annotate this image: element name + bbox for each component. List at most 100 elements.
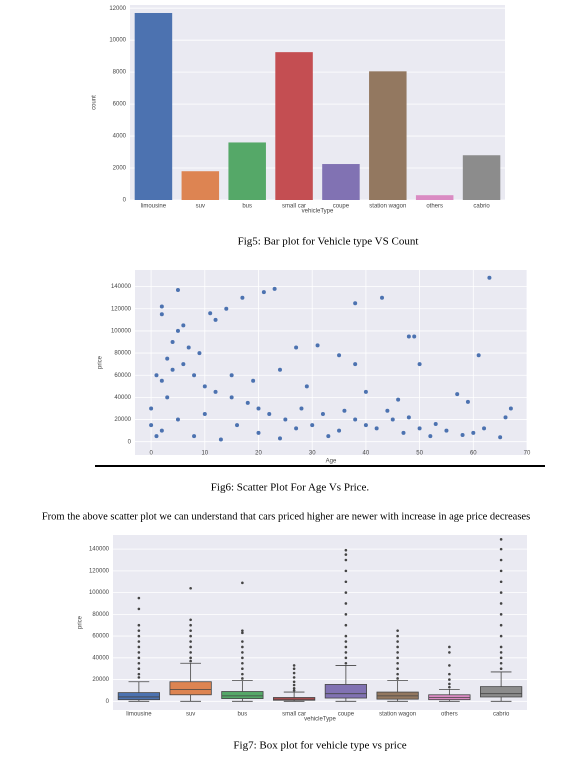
outlier bbox=[448, 651, 451, 654]
y-tick-label: 120000 bbox=[111, 306, 132, 312]
outlier bbox=[292, 683, 296, 687]
outlier bbox=[396, 640, 399, 643]
point bbox=[170, 367, 175, 372]
outlier bbox=[499, 634, 503, 638]
x-tick-label: coupe bbox=[338, 712, 355, 718]
y-axis-label: count bbox=[92, 95, 98, 110]
outlier bbox=[137, 634, 141, 638]
point bbox=[385, 408, 390, 413]
point bbox=[208, 311, 213, 316]
point bbox=[460, 433, 465, 438]
point bbox=[229, 395, 234, 400]
y-tick-label: 40000 bbox=[92, 655, 109, 661]
outlier bbox=[189, 640, 192, 643]
y-tick-label: 2000 bbox=[113, 166, 127, 172]
x-tick-label: suv bbox=[196, 204, 205, 210]
outlier bbox=[344, 613, 348, 616]
point bbox=[465, 399, 470, 404]
outlier bbox=[396, 672, 399, 676]
outlier bbox=[292, 689, 296, 692]
point bbox=[186, 345, 191, 350]
x-tick-label: bus bbox=[242, 204, 252, 210]
outlier bbox=[344, 569, 348, 573]
outlier bbox=[137, 656, 141, 660]
point bbox=[229, 373, 234, 378]
outlier bbox=[189, 659, 192, 663]
outlier bbox=[448, 685, 451, 689]
point bbox=[363, 423, 368, 428]
point bbox=[374, 426, 379, 431]
outlier bbox=[396, 645, 399, 649]
outlier bbox=[292, 680, 296, 684]
x-tick-label: small car bbox=[282, 204, 306, 210]
y-tick-label: 100000 bbox=[89, 590, 110, 596]
y-tick-label: 8000 bbox=[113, 70, 127, 76]
point bbox=[283, 417, 288, 422]
outlier bbox=[189, 623, 192, 627]
outlier bbox=[499, 558, 503, 562]
point bbox=[294, 345, 299, 350]
x-axis-label: Age bbox=[326, 459, 337, 465]
outlier bbox=[499, 667, 503, 670]
point bbox=[406, 334, 411, 339]
outlier bbox=[292, 671, 296, 675]
outlier bbox=[189, 634, 192, 638]
y-tick-label: 140000 bbox=[89, 547, 110, 553]
outlier bbox=[137, 676, 141, 679]
y-tick-label: 100000 bbox=[111, 329, 132, 335]
y-tick-label: 140000 bbox=[111, 284, 132, 290]
point bbox=[444, 428, 449, 433]
outlier bbox=[396, 677, 399, 680]
y-tick-label: 60000 bbox=[114, 373, 131, 379]
point bbox=[428, 434, 433, 439]
outlier bbox=[499, 569, 503, 573]
point bbox=[401, 430, 406, 435]
outlier bbox=[241, 581, 244, 585]
point bbox=[277, 436, 282, 441]
x-tick-label: station wagon bbox=[369, 204, 406, 210]
plot-area bbox=[130, 5, 505, 200]
outlier bbox=[292, 667, 296, 670]
x-tick-label: 40 bbox=[363, 451, 370, 457]
point bbox=[299, 406, 304, 411]
outlier bbox=[448, 678, 451, 681]
caption: Fig5: Bar plot for Vehicle type VS Count bbox=[238, 236, 419, 248]
point bbox=[455, 392, 460, 397]
point bbox=[417, 362, 422, 367]
paragraph: From the above scatter plot we can under… bbox=[42, 511, 530, 522]
point bbox=[406, 415, 411, 420]
outlier bbox=[189, 618, 192, 622]
caption: Fig7: Box plot for vehicle type vs price bbox=[233, 740, 406, 752]
outlier bbox=[344, 553, 348, 556]
x-tick-label: cabrio bbox=[493, 712, 510, 718]
y-tick-label: 20000 bbox=[114, 417, 131, 423]
outlier bbox=[137, 651, 141, 654]
y-tick-label: 120000 bbox=[89, 568, 110, 574]
y-tick-label: 12000 bbox=[109, 6, 126, 12]
y-tick-label: 10000 bbox=[109, 38, 126, 44]
outlier bbox=[241, 667, 244, 670]
outlier bbox=[448, 645, 451, 649]
point bbox=[175, 287, 180, 292]
point bbox=[256, 406, 261, 411]
outlier bbox=[189, 629, 192, 632]
point bbox=[342, 408, 347, 413]
outlier bbox=[137, 645, 141, 649]
plot-area bbox=[113, 535, 527, 710]
outlier bbox=[241, 629, 244, 632]
point bbox=[159, 304, 164, 309]
box bbox=[480, 686, 523, 698]
x-tick-label: coupe bbox=[333, 204, 350, 210]
x-tick-label: limousine bbox=[126, 712, 152, 718]
bar bbox=[415, 195, 454, 200]
point bbox=[202, 412, 207, 417]
outlier bbox=[344, 656, 348, 660]
outlier bbox=[344, 634, 348, 638]
outlier bbox=[137, 607, 141, 611]
point bbox=[159, 378, 164, 383]
box bbox=[221, 691, 264, 699]
outlier bbox=[499, 613, 503, 616]
outlier bbox=[189, 656, 192, 660]
outlier bbox=[292, 664, 296, 667]
point bbox=[417, 426, 422, 431]
